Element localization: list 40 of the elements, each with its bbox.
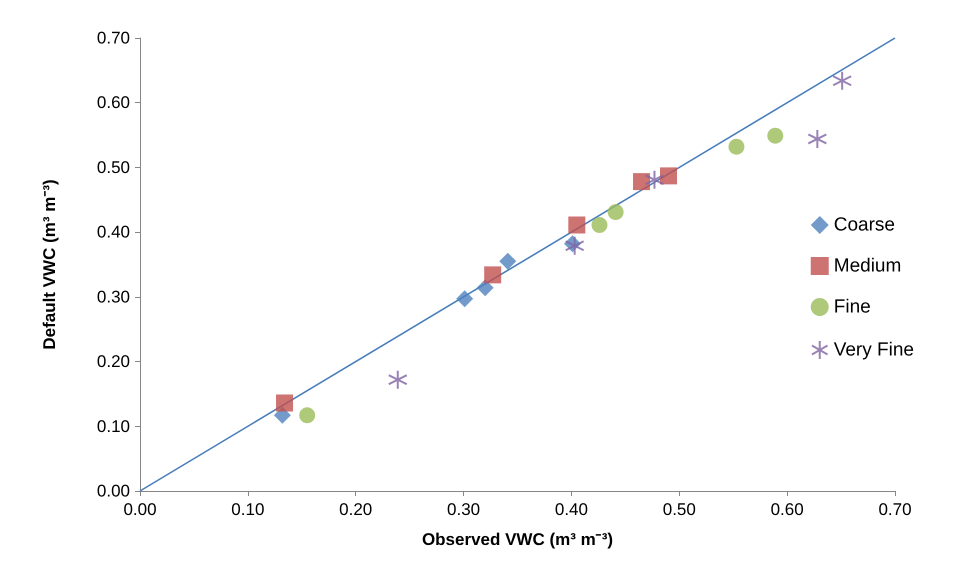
point bbox=[276, 394, 294, 412]
point bbox=[299, 407, 316, 424]
x-tick-label: 0.70 bbox=[878, 500, 912, 519]
point bbox=[499, 252, 516, 270]
y-tick-label: 0.40 bbox=[96, 222, 130, 242]
point bbox=[476, 279, 494, 296]
x-tick-label: 0.30 bbox=[447, 500, 480, 519]
x-tick-label: 0.60 bbox=[770, 500, 804, 519]
point bbox=[728, 138, 744, 155]
point bbox=[633, 173, 650, 190]
point bbox=[456, 290, 474, 308]
point bbox=[832, 70, 852, 91]
y-axis-title: Default VWC (m³ m⁻³) bbox=[40, 179, 59, 350]
point bbox=[644, 170, 664, 190]
y-tick-label: 0.20 bbox=[96, 352, 130, 372]
legend-label: Fine bbox=[834, 296, 871, 318]
point bbox=[568, 216, 586, 234]
x-tick-label: 0.20 bbox=[339, 500, 372, 519]
point bbox=[807, 128, 828, 149]
y-tick-label: 0.60 bbox=[96, 93, 130, 112]
x-tick-label: 0.10 bbox=[231, 500, 264, 519]
point bbox=[591, 217, 608, 234]
y-tick-label: 0.00 bbox=[96, 482, 130, 500]
x-tick-label: 0.40 bbox=[554, 500, 588, 519]
legend-label: Very Fine bbox=[834, 340, 914, 360]
point bbox=[608, 204, 624, 220]
point bbox=[767, 128, 784, 144]
x-tick-label: 0.00 bbox=[123, 500, 157, 519]
x-axis-title: Observed VWC (m³ m⁻³) bbox=[422, 530, 614, 549]
legend-label: Coarse bbox=[834, 214, 895, 236]
legend-label: Medium bbox=[834, 256, 902, 276]
point bbox=[388, 370, 408, 390]
point bbox=[660, 167, 677, 184]
point bbox=[564, 236, 585, 256]
x-tick-label: 0.50 bbox=[662, 500, 696, 519]
y-tick-label: 0.70 bbox=[96, 28, 130, 48]
point bbox=[484, 266, 502, 284]
y-tick-label: 0.10 bbox=[96, 416, 130, 436]
y-tick-label: 0.30 bbox=[96, 287, 130, 306]
y-tick-label: 0.50 bbox=[96, 158, 130, 177]
